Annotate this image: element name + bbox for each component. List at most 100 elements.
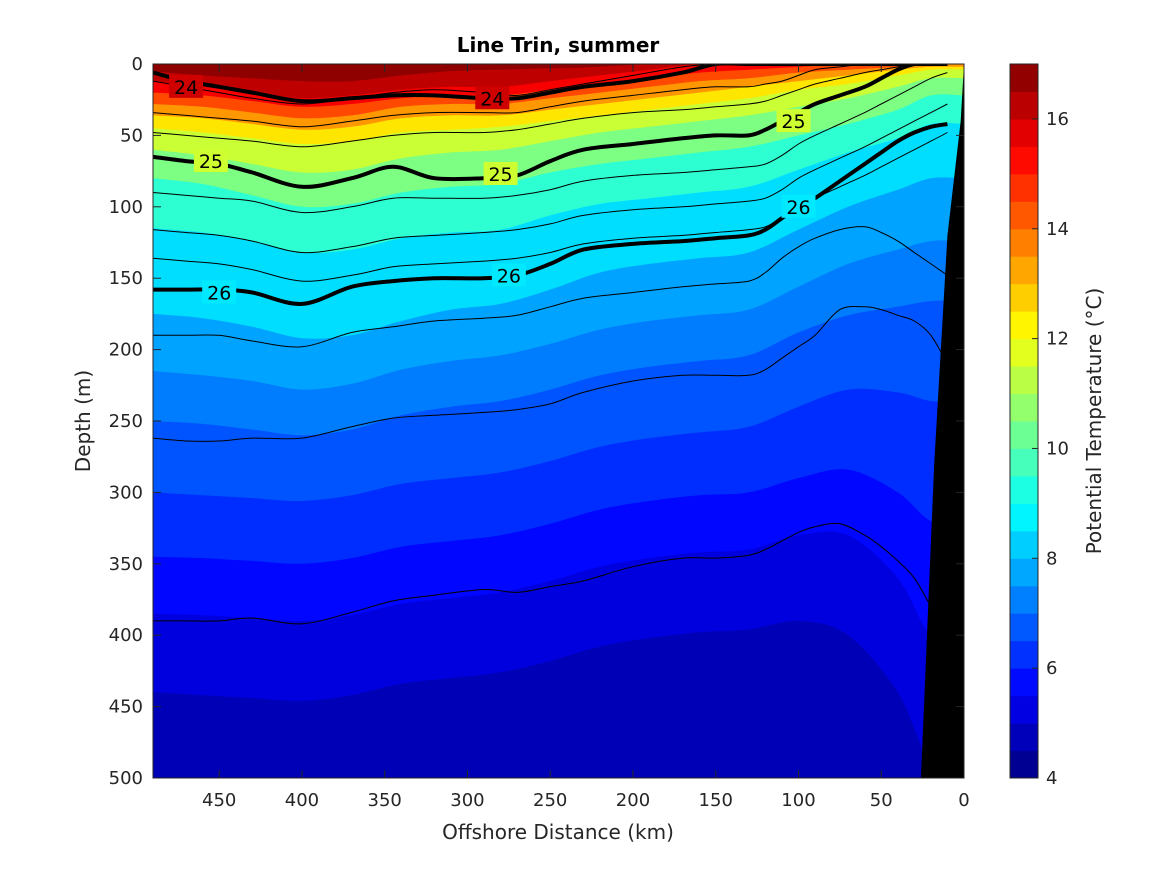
contour-label-bg	[475, 86, 510, 110]
x-tick-label: 350	[368, 790, 402, 811]
colorbar-tick-label: 4	[1046, 768, 1057, 789]
colorbar-segment	[1010, 146, 1038, 175]
colorbar-segment	[1010, 613, 1038, 642]
temperature-band	[149, 778, 964, 783]
colorbar-segment	[1010, 750, 1038, 779]
density-contour-thin	[153, 522, 948, 636]
colorbar-segment	[1010, 558, 1038, 587]
contour-label-bg	[169, 74, 204, 98]
density-contours-thin	[153, 64, 948, 636]
colorbar-tick-label: 12	[1046, 329, 1069, 350]
contour-label-bg	[491, 263, 526, 287]
contour-label: 26	[497, 265, 521, 287]
contour-label-bg	[193, 149, 228, 173]
x-tick-label: 0	[958, 790, 969, 811]
y-tick-label: 50	[120, 125, 143, 146]
colorbar-segment	[1010, 393, 1038, 422]
x-tick-label: 400	[285, 790, 319, 811]
y-tick-label: 0	[132, 54, 143, 75]
colorbar-segment	[1010, 283, 1038, 312]
colorbar-tick-label: 8	[1046, 548, 1057, 569]
density-contour-thin	[153, 72, 948, 214]
colorbar-segment	[1010, 723, 1038, 752]
y-tick-label: 450	[109, 697, 143, 718]
colorbar-tick-label: 14	[1046, 219, 1069, 240]
contour-label-bg	[202, 280, 237, 304]
colorbar-segment	[1010, 421, 1038, 449]
density-contour-thin	[153, 226, 948, 348]
colorbar-tick-label: 10	[1046, 438, 1069, 459]
colorbar-tick-label: 6	[1046, 658, 1057, 679]
colorbar-segment	[1010, 64, 1038, 92]
x-tick-label: 200	[616, 790, 650, 811]
colorbar-ticks: 4 6 8 10 12 14 16	[1032, 109, 1069, 789]
colorbar-label: Potential Temperature (°C)	[1082, 288, 1106, 555]
colorbar-segment	[1010, 695, 1038, 724]
contour-label-bg	[776, 109, 811, 133]
y-tick-label: 150	[109, 268, 143, 289]
x-tick-label: 150	[699, 790, 733, 811]
y-tick-label: 400	[109, 625, 143, 646]
colorbar-segment	[1010, 640, 1038, 669]
y-tick-label: 300	[109, 482, 143, 503]
colorbar-segment	[1010, 256, 1038, 285]
contour-label: 25	[781, 111, 805, 133]
colorbar-segment	[1010, 311, 1038, 340]
bathymetry-mask	[920, 64, 964, 778]
contour-label: 25	[488, 164, 512, 186]
density-contour-thin	[153, 64, 948, 105]
contour-label: 26	[786, 197, 810, 219]
colorbar-segment	[1010, 530, 1038, 559]
density-contour-thin	[153, 64, 948, 148]
contour-label: 24	[174, 77, 198, 99]
x-tick-label: 100	[781, 790, 815, 811]
density-contours-bold	[153, 64, 948, 306]
colorbar-segment	[1010, 503, 1038, 532]
contour-label: 24	[480, 88, 504, 110]
plot-area: 24 24 25 25 25 26 26 26	[149, 64, 964, 783]
x-tick-label: 250	[533, 790, 567, 811]
colorbar	[1010, 64, 1038, 779]
colorbar-segment	[1010, 338, 1038, 367]
x-tick-label: 450	[202, 790, 236, 811]
colorbar-segment	[1010, 118, 1038, 147]
density-contour-thin	[153, 64, 948, 128]
y-tick-label: 250	[109, 411, 143, 432]
chart-title: Line Trin, summer	[457, 33, 660, 57]
density-contour-26	[153, 122, 948, 306]
filled-contours	[149, 64, 964, 783]
x-axis: 450 400 350 300 250 200 150 100 50 0	[202, 64, 970, 811]
density-contour-25	[153, 64, 948, 189]
colorbar-frame	[1009, 63, 1039, 779]
x-tick-label: 50	[870, 790, 893, 811]
colorbar-tick-label: 16	[1046, 109, 1069, 130]
density-contour-thin	[153, 305, 948, 442]
y-axis-label: Depth (m)	[71, 370, 95, 472]
x-tick-label: 300	[450, 790, 484, 811]
temperature-band	[153, 620, 964, 778]
contour-label-bg	[483, 161, 518, 185]
colorbar-segment	[1010, 173, 1038, 202]
colorbar-segment	[1010, 585, 1038, 614]
colorbar-segment	[1010, 201, 1038, 230]
y-axis: 0 50 100 150 200 250 300 350 400 450 500	[109, 54, 964, 789]
colorbar-segment	[1010, 475, 1038, 504]
density-contour-24	[153, 64, 948, 104]
colorbar-segment	[1010, 228, 1038, 257]
colorbar-segment	[1010, 366, 1038, 395]
y-tick-label: 350	[109, 554, 143, 575]
x-axis-label: Offshore Distance (km)	[442, 820, 674, 844]
contour-label: 25	[199, 151, 223, 173]
y-tick-label: 200	[109, 340, 143, 361]
density-contour-thin	[153, 103, 948, 254]
colorbar-segment	[1010, 668, 1038, 697]
contour-label-bg	[781, 194, 816, 218]
colorbar-segment	[1010, 91, 1038, 120]
contour-label: 26	[207, 282, 231, 304]
colorbar-segment	[1010, 448, 1038, 477]
y-tick-label: 100	[109, 197, 143, 218]
density-contour-thin	[153, 132, 948, 282]
y-tick-label: 500	[109, 768, 143, 789]
contour-labels: 24 24 25 25 25 26 26 26	[169, 74, 816, 304]
